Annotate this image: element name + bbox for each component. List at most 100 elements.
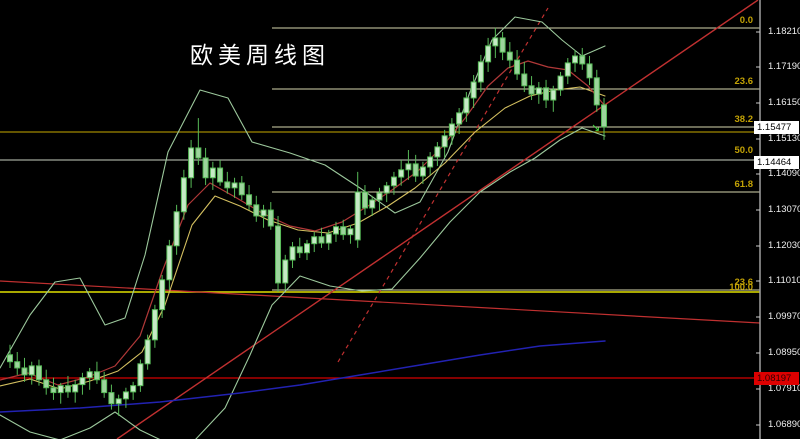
candlestick-chart-canvas[interactable]: ↘ [0,0,762,439]
candle-body [50,387,57,394]
candle-body [412,163,419,177]
candle-body [535,87,542,95]
candle-body [246,194,253,206]
fib-level-label: 50.0 [734,145,754,156]
candle-body [21,367,28,376]
candle-body [57,385,64,394]
axis-price-label: 1.17190 [768,61,800,72]
candle-body [115,398,122,405]
candle-body [101,379,108,394]
ma-blue-line [0,340,606,413]
candle-body [586,63,593,79]
candle-body [144,339,151,365]
candle-body [564,62,571,77]
candle-body [166,245,173,281]
candle-body [390,176,397,187]
candle-body [427,156,434,168]
candle-body [318,236,325,244]
candle-body [137,363,144,387]
axis-price-label: 1.08950 [768,347,800,358]
candle-body [159,279,166,311]
candle-body [463,97,470,114]
candle-body [14,361,21,369]
axis-price-label: 1.11010 [768,275,800,286]
candle-body [398,169,405,178]
candle-body [122,391,129,400]
bollinger-lower-line [0,127,606,439]
candle-body [499,37,506,53]
candle-body [332,226,339,235]
price-badge: 1.15477 [754,120,799,134]
trendline[interactable] [116,0,759,439]
candle-body [253,204,260,217]
candle-body [441,135,448,148]
candle-body [492,37,499,47]
fib-level-label: 0.0 [739,15,753,26]
price-badge: 1.14464 [754,155,799,169]
sell-arrow-icon: ↘ [591,122,600,134]
candle-body [188,147,195,179]
fib-level-label: 23.6 [734,277,754,288]
candle-body [456,112,463,125]
candle-body [325,233,332,244]
candle-body [180,177,187,213]
candle-body [419,166,426,177]
candle-body [311,236,318,245]
axis-price-label: 1.13070 [768,204,800,215]
candle-body [267,209,274,227]
candle-body [282,259,289,284]
candle-body [173,211,180,247]
candle-body [347,228,354,236]
ma-red-line [0,60,606,386]
trendline[interactable] [0,280,761,324]
candle-body [506,51,513,61]
candle-body [43,379,50,389]
price-badge: 1.08197 [754,371,799,385]
axis-price-label: 1.15130 [768,133,800,144]
fib-level-label: 100.0 [729,282,753,293]
candle-body [108,392,115,405]
candle-body [448,123,455,137]
candle-body [514,59,521,75]
candle-body [601,104,608,128]
candle-body [340,226,347,236]
candle-body [354,191,361,241]
candle-body [93,371,100,381]
candle-body [550,89,557,101]
candle-body [231,182,238,189]
candle-body [151,309,158,341]
candle-body [369,199,376,209]
candle-body [593,77,600,106]
candle-body [405,163,412,171]
candle-body [470,81,477,99]
candle-body [289,246,296,261]
axis-price-label: 1.09970 [768,311,800,322]
axis-price-label: 1.18210 [768,26,800,37]
candle-body [543,87,550,101]
axis-price-label: 1.12030 [768,240,800,251]
candle-body [477,61,484,83]
candle-body [521,73,528,87]
candle-body [130,385,137,393]
candle-body [528,85,535,95]
candle-body [7,354,13,363]
axis-price-label: 1.14090 [768,168,800,179]
candle-body [238,182,245,196]
candle-body [209,167,216,179]
candle-body [434,146,441,158]
candle-body [361,191,368,209]
fib-level-label: 38.2 [734,114,754,125]
candle-body [579,55,586,65]
candle-body [383,185,390,194]
candle-body [35,365,42,381]
axis-price-label: 1.06890 [768,419,800,430]
candle-body [202,157,209,179]
candle-body [260,209,267,217]
candle-body [572,55,579,64]
bollinger-upper-line [0,16,606,369]
fib-level-label: 61.8 [734,179,754,190]
axis-price-label: 1.07910 [768,383,800,394]
candle-body [72,384,79,393]
axis-price-label: 1.16150 [768,97,800,108]
candle-body [224,181,231,189]
